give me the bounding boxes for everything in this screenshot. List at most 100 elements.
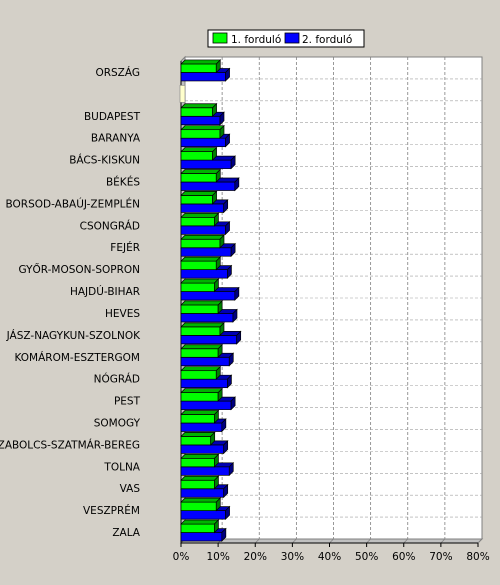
bar-series-1-side (215, 497, 221, 512)
bar-series-2-side (225, 67, 230, 82)
bar-series-2-front (180, 356, 230, 367)
bar-series-2-side (227, 374, 232, 389)
bar-series-1 (180, 124, 225, 140)
bar-series-2-side (234, 177, 240, 192)
category-label: HAJDÚ-BIHAR (70, 285, 140, 298)
bar-series-1-side (214, 212, 219, 227)
bar-series-1-side (214, 475, 219, 490)
category-label: SZABOLCS-SZATMÁR-BEREG (0, 438, 140, 451)
bar-series-1-front (180, 392, 219, 402)
bar-series-1-front (180, 238, 221, 249)
bar-series-1-top (180, 234, 225, 240)
bar-series-2-front (180, 269, 228, 279)
bar-series-1-side (219, 124, 225, 140)
category-label: NÓGRÁD (94, 373, 140, 386)
category-label: CSONGRÁD (80, 219, 140, 232)
plot-area: 0% 10% 20% 30% 40% 50% 60% 70% 80% ORSZÁG BUDAPEST… (0, 55, 490, 563)
floor-gridline (366, 538, 371, 544)
spacer-marker (179, 85, 186, 103)
bar-series-1-front (180, 107, 213, 117)
category-label: GYŐR-MOSON-SOPRON (18, 262, 140, 276)
bar-series-1 (180, 234, 225, 249)
legend-label-series-1: 1. forduló (231, 34, 281, 46)
bar-series-1-top (180, 497, 222, 503)
bar-series-2-front (180, 247, 232, 257)
bar-series-1-top (180, 388, 223, 393)
bar-series-2-side (223, 199, 229, 214)
bar-series-1-top (180, 125, 225, 131)
bar-series-1 (180, 212, 220, 227)
category-label: HEVES (105, 308, 140, 320)
x-tick-label: 10% (206, 551, 229, 563)
bar-series-1 (180, 59, 222, 74)
x-tick-label: 30% (281, 551, 304, 563)
bar-series-1 (180, 278, 220, 293)
x-tick-label: 0% (173, 551, 190, 563)
bar-series-1-side (212, 146, 217, 161)
bar-series-1-side (210, 431, 216, 446)
bar-series-1 (180, 519, 220, 534)
bar-series-1-top (180, 366, 222, 372)
category-label: PEST (114, 396, 141, 408)
bar-series-1 (180, 431, 216, 446)
bar-series-1 (180, 190, 218, 205)
bar-series-2-front (180, 203, 225, 213)
bar-series-2-side (234, 286, 240, 301)
floor-gridline (403, 538, 409, 544)
bar-series-2-side (225, 505, 230, 520)
bar-series-1-front (180, 216, 215, 227)
bar-series-2-side (223, 440, 229, 455)
bar-series-1-top (180, 344, 223, 350)
bar-series-1-top (180, 147, 218, 152)
bar-series-1 (180, 387, 223, 402)
bar-series-2-side (232, 308, 238, 323)
x-tick-label: 50% (355, 551, 378, 563)
x-tick-label: 20% (244, 551, 267, 563)
floor-gridline (329, 538, 334, 544)
bar-series-1-front (180, 260, 217, 270)
category-label: VESZPRÉM (83, 504, 140, 517)
bar-series-1-side (217, 387, 223, 402)
bar-series-2-front (180, 444, 225, 454)
bar-series-1-top (180, 432, 216, 437)
bar-series-2-side (223, 483, 229, 499)
floor-gridline (254, 538, 260, 544)
x-tick-label: 60% (392, 551, 415, 563)
bar-series-1-top (180, 191, 218, 196)
legend-swatch-series-1 (212, 32, 228, 44)
bar-series-1-front (180, 501, 217, 511)
bar-series-2-front (180, 378, 228, 389)
bar-series-2-front (180, 422, 223, 432)
bar-series-1-side (214, 519, 219, 534)
bar-series-1-top (180, 59, 222, 65)
bar-series-1-front (180, 436, 212, 446)
bar-series-2-side (230, 242, 236, 258)
bar-series-2-front (180, 510, 226, 520)
category-label: ORSZÁG (95, 66, 140, 79)
bar-series-1 (180, 409, 220, 424)
bar-series-1-front (180, 282, 215, 292)
category-label: VAS (120, 483, 141, 495)
bar-series-2-front (180, 72, 226, 82)
bar-series-1-top (180, 278, 220, 284)
category-label: KOMÁROM-ESZTERGOM (14, 351, 140, 364)
bar-series-1-front (180, 348, 219, 358)
bar-series-1-side (215, 59, 221, 74)
bar-series-2-side (228, 461, 234, 477)
x-tick-label: 70% (429, 551, 452, 563)
bar-series-1-top (180, 103, 218, 109)
bar-series-2-front (180, 115, 221, 126)
bar-series-1-front (180, 326, 221, 336)
bar-series-1-top (180, 300, 223, 306)
bar-series-1 (180, 300, 223, 315)
floor-gridline (292, 538, 297, 544)
floor-gridline (477, 538, 483, 544)
bar-series-1-side (215, 168, 221, 183)
bar-series-1-front (180, 370, 217, 380)
bar-series-1-top (180, 453, 220, 459)
bar-series-2-side (221, 418, 227, 433)
bar-series-2-side (230, 396, 236, 411)
bar-series-2-front (180, 466, 230, 476)
bar-series-2-side (225, 220, 230, 236)
